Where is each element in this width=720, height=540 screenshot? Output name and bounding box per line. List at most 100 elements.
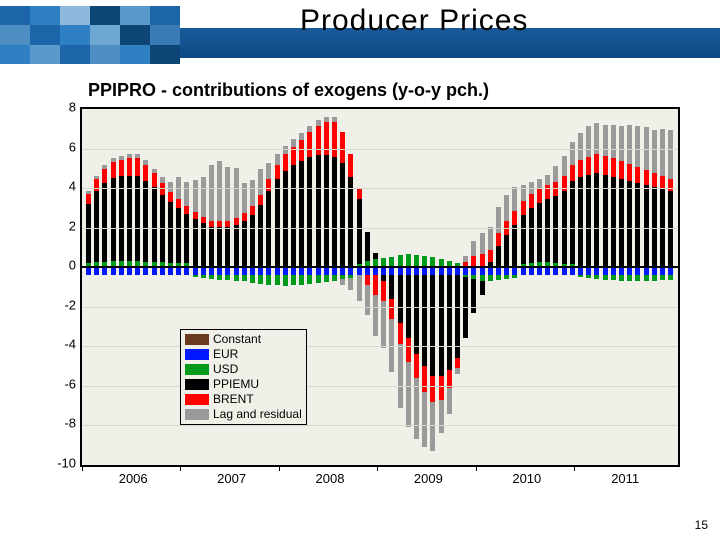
bar-segment-usd	[652, 275, 657, 281]
bar-segment-eur	[152, 267, 157, 275]
bar-segment-ppiemu	[373, 253, 378, 259]
bar-segment-usd	[201, 275, 206, 278]
bar-segment-lag	[619, 126, 624, 162]
bar-segment-brent	[570, 165, 575, 181]
bar-segment-lag	[627, 125, 632, 165]
y-tick-label: -6	[44, 376, 76, 391]
bar-segment-brent	[422, 366, 427, 392]
bar-segment-usd	[324, 275, 329, 282]
bar-segment-ppiemu	[389, 275, 394, 299]
bar-segment-eur	[127, 267, 132, 275]
bar-segment-usd	[225, 275, 230, 280]
bar-segment-ppiemu	[496, 246, 501, 266]
bar-segment-eur	[521, 267, 526, 275]
bar-segment-brent	[209, 221, 214, 227]
bar-segment-ppiemu	[447, 275, 452, 370]
bar-segment-brent	[168, 192, 173, 202]
bar-segment-lag	[258, 169, 263, 195]
bar-segment-brent	[217, 221, 222, 227]
bar-segment-lag	[266, 163, 271, 179]
bar-segment-brent	[529, 194, 534, 208]
bar-segment-lag	[291, 139, 296, 147]
bar-segment-brent	[537, 189, 542, 203]
bar-segment-lag	[201, 177, 206, 217]
bar-segment-ppiemu	[570, 181, 575, 264]
legend-item: EUR	[185, 347, 302, 362]
bar-segment-eur	[348, 267, 353, 275]
bar-segment-usd	[373, 259, 378, 266]
legend-swatch	[185, 394, 209, 405]
bar-segment-eur	[201, 267, 206, 275]
bar-segment-brent	[102, 169, 107, 183]
bar-segment-brent	[512, 211, 517, 225]
bar-segment-ppiemu	[521, 215, 526, 264]
bar-segment-lag	[578, 133, 583, 161]
legend-item: USD	[185, 362, 302, 377]
bar-segment-lag	[570, 142, 575, 166]
legend-item: Constant	[185, 332, 302, 347]
bar-segment-usd	[414, 255, 419, 266]
bar-segment-usd	[668, 275, 673, 280]
bar-segment-ppiemu	[348, 177, 353, 266]
bar-segment-lag	[447, 388, 452, 414]
bar-segment-usd	[283, 275, 288, 286]
y-tick-label: 6	[44, 139, 76, 154]
legend-label: EUR	[213, 347, 238, 362]
bar-segment-usd	[406, 254, 411, 266]
bar-segment-usd	[299, 275, 304, 285]
bar-segment-ppiemu	[537, 203, 542, 262]
bar-segment-lag	[603, 125, 608, 157]
legend-swatch	[185, 364, 209, 375]
bar-segment-usd	[611, 275, 616, 280]
bar-segment-usd	[234, 275, 239, 281]
bar-segment-brent	[619, 161, 624, 179]
page-number: 15	[695, 518, 708, 532]
x-tick-label: 2009	[414, 471, 443, 486]
bar-segment-eur	[496, 267, 501, 275]
bar-segment-ppiemu	[332, 157, 337, 266]
bar-segment-brent	[258, 195, 263, 205]
bar-segment-ppiemu	[217, 227, 222, 267]
y-tick-label: 4	[44, 179, 76, 194]
bar-segment-eur	[143, 267, 148, 275]
y-tick-label: -8	[44, 416, 76, 431]
bar-segment-usd	[291, 275, 296, 285]
bar-segment-eur	[644, 267, 649, 275]
bar-segment-lag	[635, 126, 640, 168]
bar-segment-eur	[430, 267, 435, 275]
bar-segment-eur	[603, 267, 608, 275]
bar-segment-eur	[512, 267, 517, 275]
bar-segment-lag	[209, 165, 214, 220]
bar-segment-lag	[234, 168, 239, 217]
bar-segment-usd	[332, 275, 337, 281]
bar-segment-brent	[406, 338, 411, 362]
bar-segment-eur	[471, 267, 476, 275]
bar-segment-ppiemu	[316, 155, 321, 266]
bar-segment-ppiemu	[143, 181, 148, 262]
bar-segment-lag	[86, 191, 91, 194]
bar-segment-lag	[480, 233, 485, 255]
bar-segment-eur	[119, 267, 124, 275]
bar-segment-usd	[398, 255, 403, 266]
bar-segment-brent	[152, 173, 157, 187]
bar-segment-brent	[389, 299, 394, 319]
bar-segment-brent	[635, 167, 640, 183]
bar-segment-eur	[102, 267, 107, 275]
bar-segment-ppiemu	[291, 165, 296, 266]
bar-segment-usd	[217, 275, 222, 280]
bar-segment-ppiemu	[225, 227, 230, 267]
slide-header: Producer Prices	[0, 0, 720, 70]
bar-segment-lag	[381, 301, 386, 348]
bar-segment-eur	[168, 267, 173, 275]
chart-title: PPIPRO - contributions of exogens (y-o-y…	[40, 80, 680, 107]
y-tick-label: 8	[44, 100, 76, 115]
bar-segment-brent	[652, 173, 657, 187]
bar-segment-lag	[348, 278, 353, 290]
bar-segment-eur	[111, 267, 116, 275]
bar-segment-usd	[209, 275, 214, 279]
bar-segment-lag	[668, 130, 673, 179]
bar-segment-lag	[127, 154, 132, 159]
bar-segment-brent	[381, 281, 386, 301]
bar-segment-eur	[488, 267, 493, 275]
bar-segment-ppiemu	[578, 177, 583, 266]
